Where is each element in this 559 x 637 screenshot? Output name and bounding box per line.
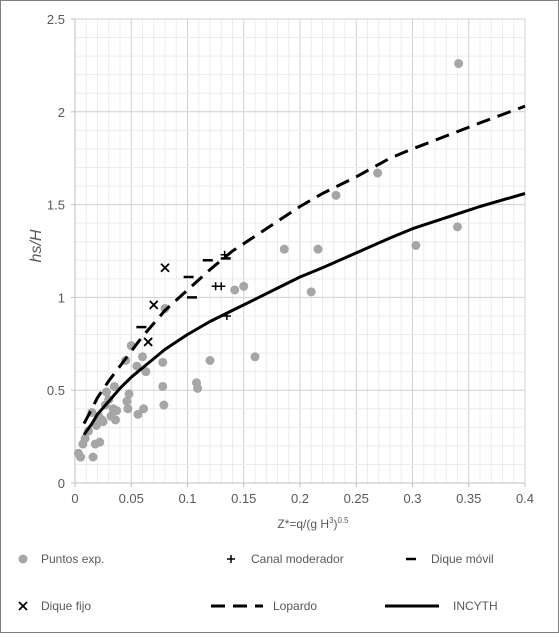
y-tick-label: 2 (58, 105, 65, 120)
tick-labels: 0 0.05 0.1 0.15 0.2 0.25 0.3 0.35 0.4 0 0.5 1 1.5 2 2.… (47, 12, 534, 506)
legend-label: Dique móvil (431, 552, 494, 566)
data-point-dot (411, 240, 421, 250)
legend-label: INCYTH (453, 599, 498, 613)
series-line-incyth (82, 192, 526, 436)
gridlines (75, 18, 526, 483)
series-5 (82, 192, 526, 436)
y-axis-label: hs/H (28, 229, 45, 262)
data-point-dot (306, 287, 316, 297)
data-point-dot (454, 59, 464, 69)
legend: Puntos exp. Canal moderador Dique móvil Diq… (18, 552, 498, 613)
data-point-dot (76, 452, 86, 462)
legend-marker-plus (227, 555, 235, 563)
legend-item-2: Dique móvil (406, 552, 494, 566)
y-tick-label: 1.5 (47, 198, 65, 213)
data-point-dot (122, 396, 132, 406)
data-point-dot (279, 244, 289, 254)
legend-label: Dique fijo (41, 599, 91, 613)
series-4 (82, 104, 526, 425)
data-point-dot (139, 404, 149, 414)
x-tick-label: 0.35 (456, 491, 481, 506)
x-tick-label: 0.15 (231, 491, 256, 506)
legend-marker-dot (18, 554, 28, 564)
data-point-plus (217, 282, 226, 291)
data-point-dot (193, 383, 203, 393)
x-axis-label-main: Z*=q/(g H (277, 517, 329, 531)
data-point-x (143, 337, 153, 347)
data-point-dot (98, 417, 108, 427)
data-point-dot (112, 406, 122, 416)
y-tick-label: 2.5 (47, 12, 65, 27)
data-point-dot (239, 281, 249, 291)
data-point-dot (88, 452, 98, 462)
data-point-dot (132, 361, 142, 371)
data-point-dot (109, 381, 119, 391)
x-axis-label-sup2: 0.5 (338, 516, 350, 525)
data-point-dot (230, 285, 240, 295)
x-tick-label: 0.05 (119, 491, 144, 506)
data-point-dot (159, 400, 169, 410)
series-3 (143, 263, 170, 347)
data-point-dot (138, 352, 147, 362)
legend-item-0: Puntos exp. (18, 552, 104, 566)
x-axis-label-tail: ) (334, 517, 338, 531)
axes (71, 18, 526, 487)
data-point-dot (313, 244, 323, 254)
legend-item-3: Dique fijo (18, 599, 91, 613)
data-point-dot (205, 356, 215, 366)
data-point-dot (331, 190, 341, 200)
legend-marker-x (18, 601, 28, 611)
legend-item-1: Canal moderador (227, 552, 344, 566)
data-point-dot (158, 381, 168, 391)
data-point-dot (124, 389, 134, 399)
legend-label: Puntos exp. (41, 552, 104, 566)
data-point-dot (102, 387, 111, 397)
x-tick-label: 0 (71, 491, 78, 506)
y-tick-label: 1 (58, 290, 65, 305)
data-point-dot (453, 222, 462, 232)
data-point-dot (250, 352, 260, 362)
data-point-dot (111, 415, 120, 425)
data-point-dot (80, 433, 90, 443)
data-point-x (149, 300, 159, 310)
data-point-dot (133, 409, 143, 419)
data-point-dot (158, 357, 168, 367)
legend-item-4: Lopardo (211, 599, 317, 613)
plot-area (73, 59, 526, 462)
data-point-dot (141, 367, 151, 377)
x-tick-label: 0.2 (291, 491, 309, 506)
data-point-dot (95, 437, 105, 447)
x-tick-label: 0.25 (344, 491, 369, 506)
y-tick-label: 0.5 (47, 383, 65, 398)
legend-label: Lopardo (273, 599, 317, 613)
series-2 (136, 257, 231, 329)
y-tick-label: 0 (58, 476, 65, 491)
x-tick-label: 0.4 (516, 491, 534, 506)
legend-label: Canal moderador (251, 552, 344, 566)
data-point-dot (373, 168, 383, 178)
series-line-lopardo (82, 104, 526, 425)
x-axis-label: Z*=q/(g H3)0.5 (277, 516, 349, 531)
data-point-x (160, 263, 170, 273)
data-point-dot (123, 404, 133, 414)
x-axis-label-sup: 3 (329, 516, 334, 525)
x-tick-label: 0.1 (178, 491, 196, 506)
legend-item-5: INCYTH (385, 599, 498, 613)
x-tick-label: 0.3 (403, 491, 421, 506)
